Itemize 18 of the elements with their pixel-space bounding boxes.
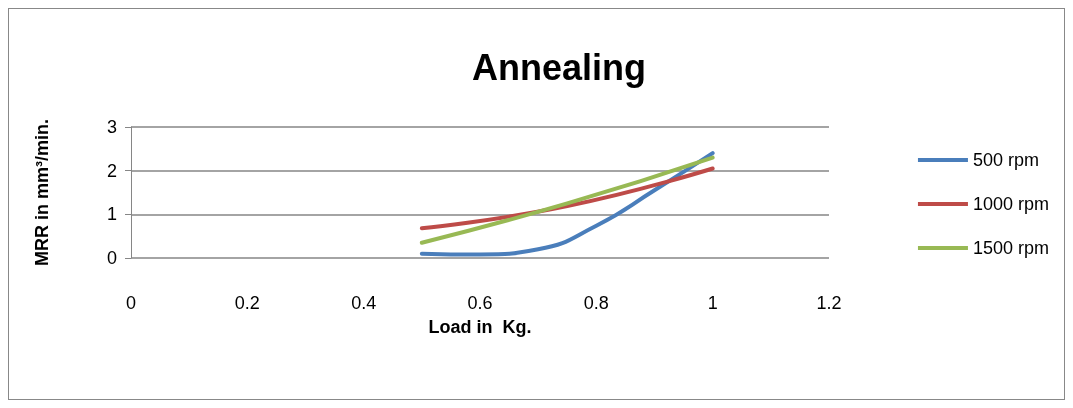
x-tick-label: 0 [125,293,137,313]
legend-label: 1000 rpm [972,194,1049,214]
x-tick-label: 0.2 [234,293,260,313]
x-tick-label: 1 [707,293,718,313]
x-tick-label: 0.6 [467,293,493,313]
x-tick-label: 0.8 [583,293,609,313]
x-tick-label: 0.4 [351,293,377,313]
x-axis-title: Load in Kg. [428,317,532,337]
x-tick-label: 1.2 [816,293,842,313]
legend-label: 1500 rpm [972,238,1049,258]
y-axis-title: MRR in mm³/min. [32,119,52,266]
y-tick-label: 1 [106,204,117,225]
chart-title: Annealing [471,46,647,88]
y-tick-label: 0 [106,248,117,268]
y-tick-label: 2 [106,160,117,181]
y-tick-label: 3 [106,117,117,137]
line-series [419,151,715,257]
legend-label: 500 rpm [972,150,1039,170]
